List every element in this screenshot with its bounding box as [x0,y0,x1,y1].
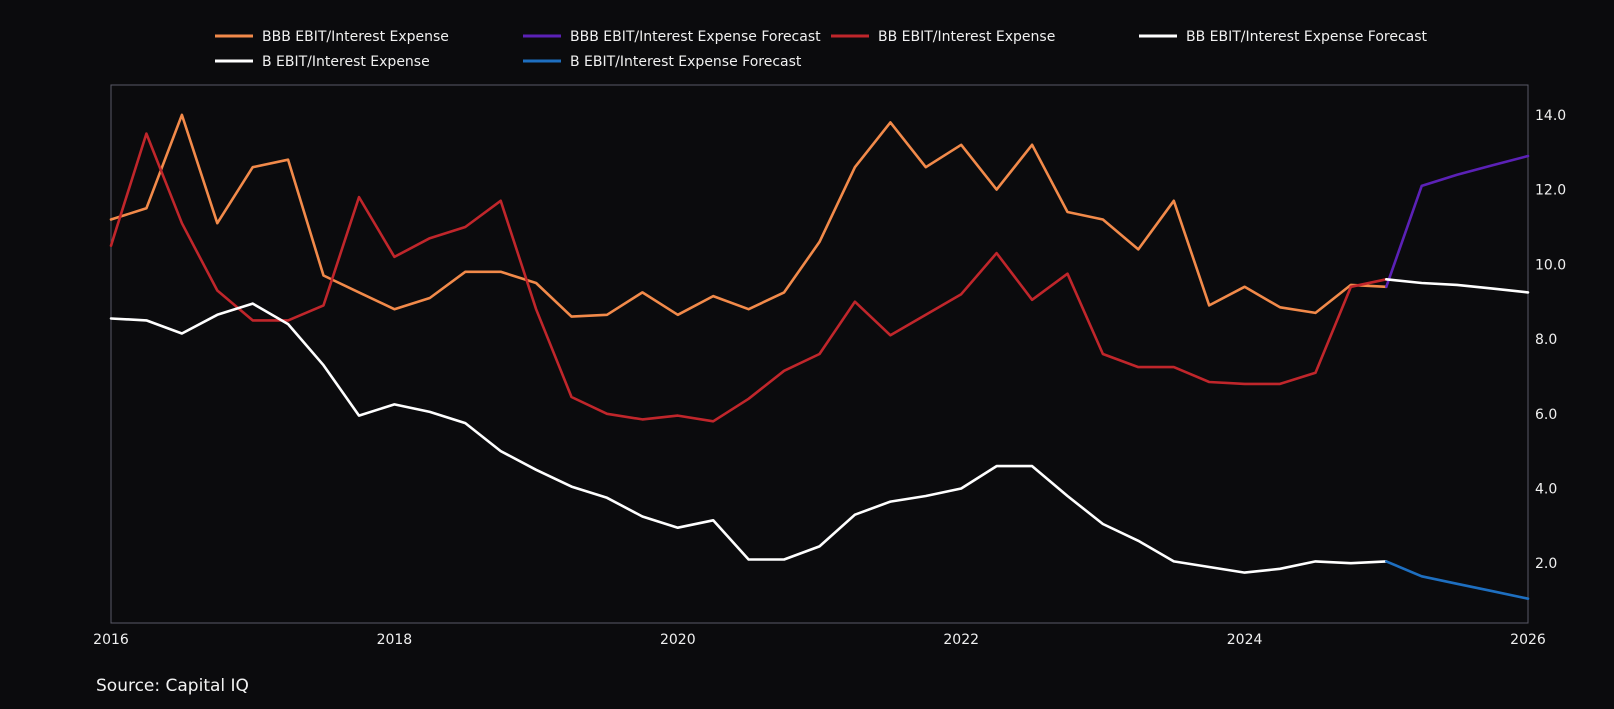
y-tick-label: 8.0 [1535,332,1557,348]
series-layer [109,113,1530,600]
x-axis: 2016 2018 2020 2022 2024 2026 [93,632,1546,648]
series-line-b-ebit-interest-expense [109,302,1388,574]
legend: BBB EBIT/Interest Expense BBB EBIT/Intere… [215,29,1428,70]
legend-label-b-ebit-interest-expense-forecast: B EBIT/Interest Expense Forecast [570,54,802,70]
series-line-bb-ebit-interest-expense [109,132,1388,423]
y-tick-label: 4.0 [1535,482,1557,498]
legend-label-bb-ebit-interest-expense: BB EBIT/Interest Expense [878,29,1055,45]
y-tick-label: 12.0 [1535,183,1566,199]
legend-label-b-ebit-interest-expense: B EBIT/Interest Expense [262,54,430,70]
y-tick-label: 6.0 [1535,407,1557,423]
plot-area-frame [110,84,1529,624]
y-tick-label: 10.0 [1535,257,1566,273]
x-tick-label: 2020 [660,632,696,648]
legend-label-bb-ebit-interest-expense-forecast: BB EBIT/Interest Expense Forecast [1186,29,1428,45]
y-tick-label: 14.0 [1535,108,1566,124]
source-note: Source: Capital IQ [96,676,249,696]
series-line-bb-ebit-interest-expense-forecast [1385,278,1530,294]
y-tick-label: 2.0 [1535,556,1557,572]
legend-label-bbb-ebit-interest-expense: BBB EBIT/Interest Expense [262,29,449,45]
series-line-b-ebit-interest-expense-forecast [1385,560,1530,600]
series-line-bbb-ebit-interest-expense-forecast [1385,154,1530,289]
x-tick-label: 2022 [943,632,979,648]
legend-label-bbb-ebit-interest-expense-forecast: BBB EBIT/Interest Expense Forecast [570,29,821,45]
x-tick-label: 2018 [377,632,413,648]
x-tick-label: 2024 [1227,632,1263,648]
series-line-bbb-ebit-interest-expense [109,113,1388,318]
y-axis: 2.0 4.0 6.0 8.0 10.0 12.0 14.0 [1535,108,1566,572]
x-tick-label: 2016 [93,632,129,648]
x-tick-label: 2026 [1510,632,1546,648]
